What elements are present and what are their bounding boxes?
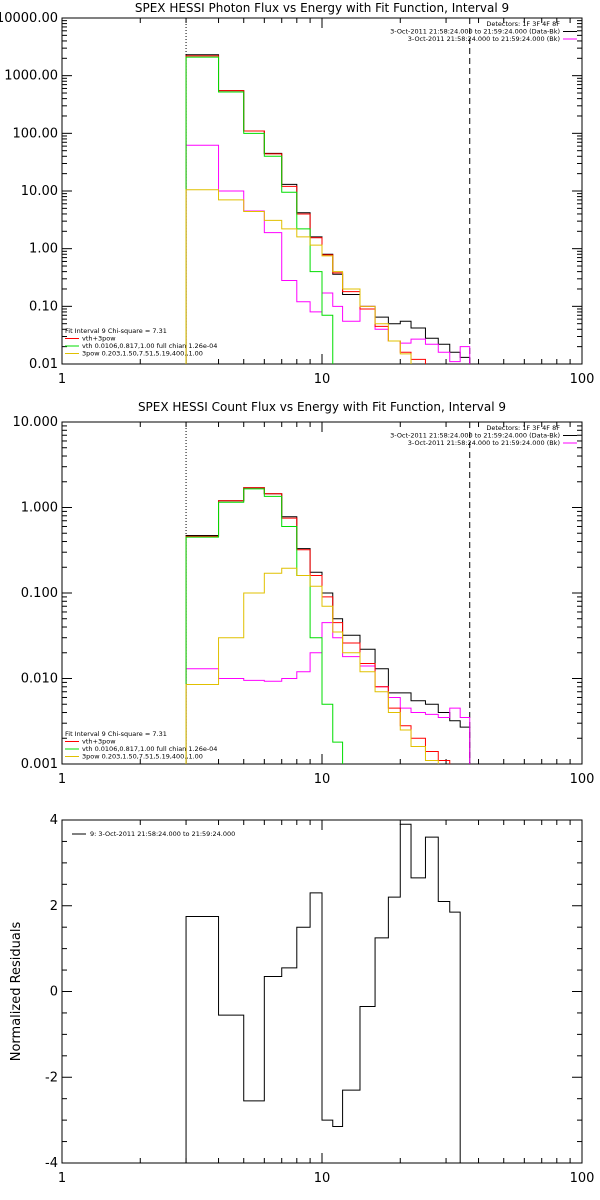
series-line-4 [185, 488, 344, 764]
legend-left: Fit Interval 9 Chi-square = 7.31vth+3pow… [65, 730, 217, 761]
chart-title: SPEX HESSI Count Flux vs Energy with Fit… [138, 400, 506, 414]
y-tick-label: 0.01 [29, 357, 58, 372]
series-group [185, 54, 471, 364]
series-line-1 [185, 487, 471, 764]
legend-left: 9: 3-Oct-2011 21:58:24.000 to 21:59:24.0… [72, 830, 235, 838]
series-line-4 [185, 56, 334, 364]
chart-title: SPEX HESSI Photon Flux vs Energy with Fi… [135, 1, 509, 15]
series-line-5 [185, 567, 439, 764]
y-tick-label: -2 [45, 1070, 58, 1085]
series-line-3 [185, 55, 426, 364]
y-tick-label: 1.00 [29, 242, 58, 257]
legend-left-entry: vth+3pow [82, 335, 116, 343]
x-tick-label: 100 [570, 1171, 595, 1186]
y-tick-label: 1000.00 [4, 69, 58, 84]
x-tick-label: 10 [314, 772, 331, 787]
legend-left-entry: vth 0.0106,0.817,1.00 full chian 1.26e-0… [82, 342, 217, 350]
series-line-1 [185, 823, 461, 1163]
y-tick-label: 0.10 [29, 299, 58, 314]
x-tick-label: 1 [58, 1171, 66, 1186]
legend-right-entry: 3-Oct-2011 21:58:24.000 to 21:59:24.000 … [390, 28, 560, 36]
x-tick-label: 100 [570, 772, 595, 787]
legend-left-entry: vth 0.0106,0.817,1.00 full chian 1.26e-0… [82, 745, 217, 753]
legend-left-entry: 9: 3-Oct-2011 21:58:24.000 to 21:59:24.0… [90, 830, 235, 838]
series-group [185, 823, 461, 1163]
y-axis-label: Normalized Residuals [9, 922, 24, 1062]
y-tick-label: -4 [45, 1156, 58, 1171]
legend-right-entry: 3-Oct-2011 21:58:24.000 to 21:59:24.000 … [408, 439, 560, 447]
x-tick-label: 10 [314, 372, 331, 387]
series-line-2 [185, 622, 471, 764]
legend-left-entry: vth+3pow [82, 738, 116, 746]
y-tick-label: 0.010 [21, 672, 58, 687]
legend-right-entry: 3-Oct-2011 21:58:24.000 to 21:59:24.000 … [408, 35, 560, 43]
legend-left-entry: Fit Interval 9 Chi-square = 7.31 [65, 327, 167, 335]
chart-panel-2: SPEX HESSI Count Flux vs Energy with Fit… [13, 400, 595, 787]
chart-panel-1: SPEX HESSI Photon Flux vs Energy with Fi… [0, 1, 594, 387]
y-tick-label: 10.00 [21, 184, 58, 199]
legend-right-entry: Detectors: 1F 3F 4F 8F [486, 20, 560, 28]
y-tick-label: 0.001 [21, 757, 58, 772]
y-tick-label: 0.100 [21, 586, 58, 601]
legend-left: Fit Interval 9 Chi-square = 7.31vth+3pow… [65, 327, 217, 358]
legend-right: Detectors: 1F 3F 4F 8F3-Oct-2011 21:58:2… [390, 424, 577, 447]
y-tick-label: 100.00 [13, 126, 59, 141]
x-tick-label: 10 [314, 1171, 331, 1186]
x-tick-label: 1 [58, 372, 66, 387]
series-line-1 [185, 54, 471, 364]
y-tick-label: 1.000 [21, 501, 58, 516]
legend-left-entry: 3pow 0.203,1.50,7.51,5.19,400.,1.00 [82, 350, 203, 358]
series-line-5 [185, 189, 412, 364]
chart-panel-3: 1 10 100 -4 -2 0 2 4 Normalized Residuals 9: 3-Oc… [9, 813, 594, 1186]
y-tick-label: 4 [50, 813, 58, 828]
legend-left-entry: 3pow 0.203,1.50,7.51,5.19,400.,1.00 [82, 753, 203, 761]
y-tick-label: 10.000 [13, 415, 59, 430]
y-tick-label: 0 [50, 985, 58, 1000]
x-tick-label: 1 [58, 772, 66, 787]
series-line-2 [185, 144, 471, 364]
series-group [185, 487, 471, 764]
y-tick-label: 2 [50, 899, 58, 914]
y-tick-label: 10000.00 [0, 11, 58, 26]
series-line-3 [185, 487, 451, 764]
legend-right-entry: 3-Oct-2011 21:58:24.000 to 21:59:24.000 … [390, 432, 560, 440]
legend-right-entry: Detectors: 1F 3F 4F 8F [486, 424, 560, 432]
x-tick-label: 100 [570, 372, 595, 387]
legend-right: Detectors: 1F 3F 4F 8F3-Oct-2011 21:58:2… [390, 20, 577, 43]
legend-left-entry: Fit Interval 9 Chi-square = 7.31 [65, 730, 167, 738]
